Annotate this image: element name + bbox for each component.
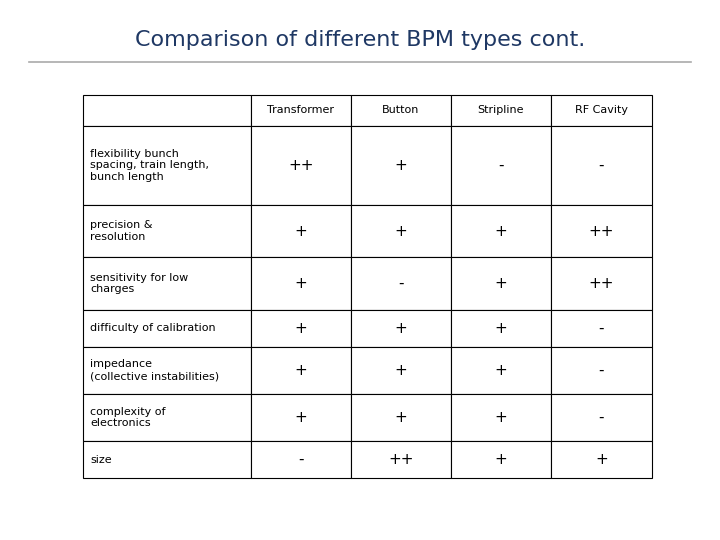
Text: +: + xyxy=(294,276,307,291)
Text: +: + xyxy=(495,363,508,378)
Text: -: - xyxy=(598,321,604,336)
Text: impedance
(collective instabilities): impedance (collective instabilities) xyxy=(90,360,219,381)
Text: size: size xyxy=(90,455,112,464)
Text: +: + xyxy=(395,363,407,378)
Text: +: + xyxy=(495,452,508,467)
Text: +: + xyxy=(395,224,407,239)
Text: +: + xyxy=(495,410,508,425)
Text: -: - xyxy=(298,452,303,467)
Text: +: + xyxy=(495,276,508,291)
Text: ++: ++ xyxy=(588,224,614,239)
Text: +: + xyxy=(395,158,407,173)
Text: ++: ++ xyxy=(288,158,313,173)
Text: Comparison of different BPM types cont.: Comparison of different BPM types cont. xyxy=(135,30,585,50)
Text: -: - xyxy=(598,363,604,378)
Text: Button: Button xyxy=(382,105,420,115)
Text: ++: ++ xyxy=(588,276,614,291)
Text: difficulty of calibration: difficulty of calibration xyxy=(90,323,215,333)
Text: +: + xyxy=(294,321,307,336)
Text: Transformer: Transformer xyxy=(267,105,334,115)
Text: +: + xyxy=(495,224,508,239)
Text: +: + xyxy=(495,321,508,336)
Text: +: + xyxy=(294,410,307,425)
Text: +: + xyxy=(294,363,307,378)
Text: ++: ++ xyxy=(388,452,413,467)
Text: RF Cavity: RF Cavity xyxy=(575,105,628,115)
Text: sensitivity for low
charges: sensitivity for low charges xyxy=(90,273,188,294)
Text: -: - xyxy=(498,158,503,173)
Text: -: - xyxy=(598,158,604,173)
Text: +: + xyxy=(395,410,407,425)
Text: +: + xyxy=(395,321,407,336)
Text: -: - xyxy=(598,410,604,425)
Text: Stripline: Stripline xyxy=(477,105,524,115)
Text: precision &
resolution: precision & resolution xyxy=(90,220,153,242)
Text: -: - xyxy=(398,276,403,291)
Text: flexibility bunch
spacing, train length,
bunch length: flexibility bunch spacing, train length,… xyxy=(90,149,209,182)
Text: +: + xyxy=(294,224,307,239)
Text: complexity of
electronics: complexity of electronics xyxy=(90,407,166,428)
Text: +: + xyxy=(595,452,608,467)
